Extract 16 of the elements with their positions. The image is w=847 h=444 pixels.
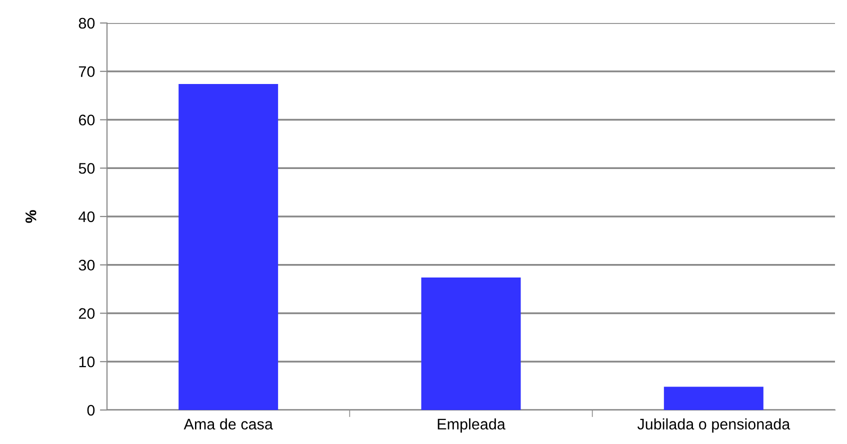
y-tick-label: 50 (78, 162, 95, 174)
y-tick-label: 10 (79, 356, 95, 368)
y-tick-label: 30 (78, 260, 95, 271)
y-tick-label: 0 (87, 404, 95, 416)
y-tick-label: 70 (78, 66, 95, 78)
bar (178, 84, 278, 410)
x-tick-label: Empleada (438, 418, 506, 433)
y-tick-label: 80 (78, 18, 95, 29)
y-tick-label: 40 (78, 211, 95, 222)
bar (664, 386, 764, 410)
x-tick-label: Ama de casa (184, 418, 273, 430)
x-tick-label: Jubilada o pensionada (637, 418, 790, 433)
y-tick-label: 20 (78, 308, 95, 319)
y-tick-label: 60 (78, 114, 95, 126)
bar (421, 277, 521, 410)
y-axis-title: % (26, 210, 36, 223)
